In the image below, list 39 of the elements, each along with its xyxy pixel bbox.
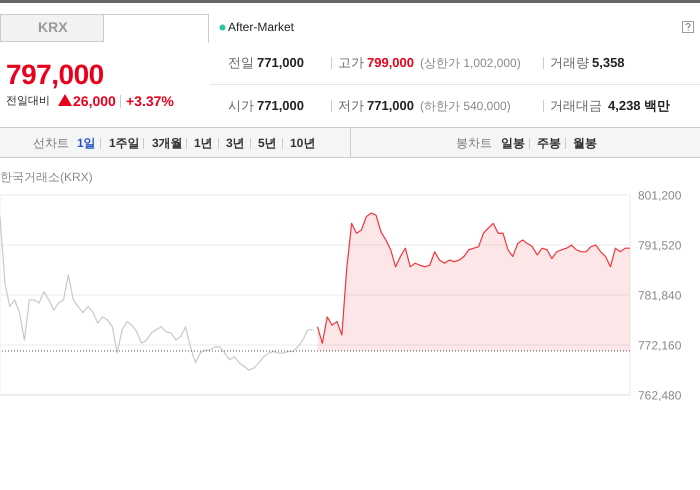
text: 시가 bbox=[228, 98, 254, 113]
text: 선차트 bbox=[33, 136, 69, 150]
text: 771,000 bbox=[367, 98, 414, 113]
y-tick-label: 801,200 bbox=[638, 188, 682, 202]
text: 1주일 bbox=[109, 136, 140, 150]
text: 5,358 bbox=[592, 55, 625, 70]
text: 797,000 bbox=[6, 59, 104, 90]
text: 월봉 bbox=[573, 136, 597, 150]
text: 10년 bbox=[290, 136, 316, 150]
text: +3.37% bbox=[126, 93, 174, 109]
y-tick-label: 781,840 bbox=[638, 288, 682, 302]
text: 전일대비 bbox=[6, 95, 50, 107]
text: 전일 bbox=[228, 55, 254, 70]
text: KRX bbox=[38, 19, 68, 35]
text: 저가 bbox=[338, 98, 364, 113]
text: 799,000 bbox=[367, 55, 414, 70]
chart-title: 한국거래소(KRX) bbox=[0, 169, 93, 186]
text: 주봉 bbox=[537, 136, 561, 150]
y-tick-label: 772,160 bbox=[638, 338, 682, 352]
text: 771,000 bbox=[257, 98, 304, 113]
text: 4,238 백만 bbox=[608, 98, 670, 113]
text: 1일 bbox=[77, 136, 96, 150]
text: 일봉 bbox=[501, 136, 525, 150]
text: 거래대금 bbox=[550, 98, 602, 113]
text: (상한가 1,002,000) bbox=[420, 56, 521, 70]
y-tick-label: 762,480 bbox=[638, 388, 682, 402]
text: (하한가 540,000) bbox=[420, 99, 511, 113]
text: 771,000 bbox=[257, 55, 304, 70]
text: 고가 bbox=[338, 55, 364, 70]
text: 3년 bbox=[226, 136, 245, 150]
text: 봉차트 bbox=[456, 136, 492, 150]
y-tick-label: 791,520 bbox=[638, 238, 682, 252]
text: 1년 bbox=[194, 136, 213, 150]
text: 26,000 bbox=[73, 93, 116, 109]
text: 5년 bbox=[258, 136, 277, 150]
line-series bbox=[0, 216, 314, 371]
text: 3개월 bbox=[152, 136, 183, 150]
text: 거래량 bbox=[550, 55, 589, 70]
text: After-Market bbox=[228, 20, 294, 34]
